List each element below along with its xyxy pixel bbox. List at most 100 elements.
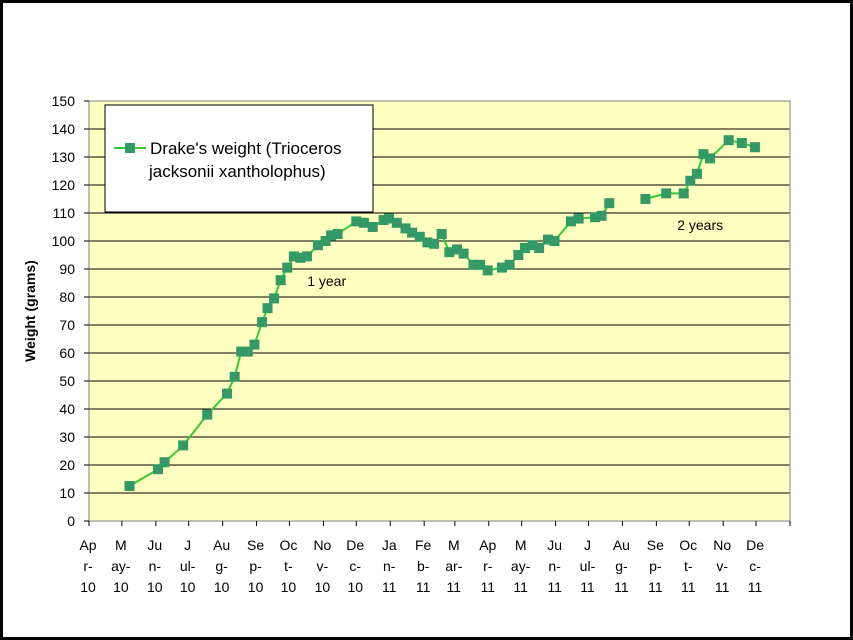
data-point-0-15 — [288, 251, 299, 262]
x-tick-label-14-1: n- — [548, 558, 561, 574]
data-point-0-45 — [534, 243, 545, 253]
data-point-0-2 — [159, 457, 170, 468]
data-point-1-6 — [705, 153, 716, 164]
data-point-0-5 — [222, 388, 233, 399]
y-tick-label-140: 140 — [52, 121, 76, 137]
data-point-0-42 — [513, 250, 524, 260]
x-tick-label-1-1: ay- — [111, 558, 131, 574]
legend-series-label: Drake's weight (Trioceros jacksonii xanth… — [148, 139, 342, 181]
x-tick-label-14-0: Ju — [547, 537, 562, 553]
data-point-1-0 — [640, 194, 651, 204]
x-tick-label-5-0: Se — [247, 537, 264, 553]
x-tick-label-20-1: c- — [749, 558, 761, 574]
data-point-0-18 — [312, 240, 323, 251]
data-point-0-49 — [573, 213, 584, 224]
x-tick-label-0-2: 10 — [80, 579, 96, 595]
data-point-0-13 — [275, 275, 286, 286]
x-tick-label-9-1: n- — [383, 558, 396, 574]
y-tick-label-60: 60 — [59, 345, 75, 361]
x-tick-label-20-0: De — [746, 537, 764, 553]
data-point-0-12 — [269, 293, 280, 304]
x-tick-label-2-2: 10 — [147, 579, 163, 595]
data-point-0-50 — [590, 212, 601, 223]
y-tick-labels: 0 10 20 30 40 50 60 70 80 90 100 110 120 130 140 150 — [52, 93, 76, 529]
y-axis-title: Weight (grams) — [22, 260, 38, 362]
x-tick-label-18-1: t- — [684, 558, 693, 574]
data-point-0-1 — [153, 464, 164, 475]
data-point-0-51 — [596, 210, 607, 221]
legend-marker-swatch — [125, 143, 135, 153]
y-tick-label-120: 120 — [52, 177, 76, 193]
data-point-0-31 — [422, 237, 433, 248]
x-tick-label-4-0: Au — [213, 537, 230, 553]
x-tick-label-0-0: Ap — [79, 537, 96, 553]
data-point-0-28 — [400, 223, 411, 234]
data-point-0-20 — [326, 230, 337, 241]
data-point-0-22 — [351, 216, 362, 227]
data-point-0-40 — [496, 262, 507, 273]
x-tick-label-2-1: n- — [149, 558, 162, 574]
series-layer — [124, 135, 760, 491]
data-point-1-1 — [661, 188, 672, 199]
data-point-1-5 — [698, 149, 709, 160]
data-point-0-27 — [391, 217, 402, 228]
x-tick-label-13-2: 11 — [513, 579, 528, 595]
x-tick-label-7-0: No — [313, 537, 331, 553]
x-tick-label-10-1: b- — [417, 558, 430, 574]
data-point-0-3 — [178, 440, 189, 451]
data-point-1-2 — [678, 188, 689, 199]
x-tick-label-13-1: ay- — [511, 558, 531, 574]
y-tick-label-70: 70 — [59, 317, 75, 333]
x-tick-label-17-0: Se — [647, 537, 664, 553]
x-tick-label-13-0: M — [515, 537, 527, 553]
data-point-0-36 — [458, 248, 469, 259]
x-tick-label-18-2: 11 — [681, 579, 696, 595]
data-point-0-0 — [124, 481, 135, 491]
y-tick-label-80: 80 — [59, 289, 75, 305]
x-tick-label-19-1: v- — [716, 558, 728, 574]
x-tick-label-6-1: t- — [284, 558, 293, 574]
data-point-0-46 — [542, 234, 553, 245]
y-tick-label-40: 40 — [59, 401, 75, 417]
x-tick-label-8-2: 10 — [347, 579, 363, 595]
axes — [84, 100, 791, 526]
data-point-0-23 — [358, 217, 369, 228]
data-point-1-7 — [723, 135, 734, 146]
x-tick-label-12-0: Ap — [479, 537, 496, 553]
data-point-1-8 — [736, 138, 747, 148]
x-tick-label-14-2: 11 — [547, 579, 562, 595]
y-tick-label-50: 50 — [59, 373, 75, 389]
annotations: 1 year 2 years — [307, 217, 723, 289]
x-tick-label-10-0: Fe — [415, 537, 432, 553]
plot-border — [88, 100, 791, 522]
data-point-0-25 — [378, 215, 389, 225]
data-point-0-34 — [444, 247, 455, 258]
data-point-0-8 — [242, 346, 253, 357]
data-point-0-39 — [482, 265, 493, 276]
x-tick-label-5-2: 10 — [248, 579, 264, 595]
data-point-0-52 — [604, 198, 615, 209]
x-tick-labels: Ap r- 10 May- 10 Ju n- 10 Jul- 10 Au g- 10 Se p- 10 Oc t-… — [79, 537, 764, 595]
data-point-0-47 — [549, 236, 560, 246]
y-tick-label-10: 10 — [59, 485, 75, 501]
series-0-line-1 — [645, 139, 756, 200]
x-tick-label-17-1: p- — [649, 558, 662, 574]
x-tick-label-9-0: Ja — [382, 537, 397, 553]
x-tick-label-16-1: g- — [615, 558, 628, 574]
data-point-0-11 — [262, 303, 273, 314]
data-point-0-30 — [414, 231, 425, 242]
data-point-0-24 — [367, 222, 378, 232]
x-tick-label-8-1: c- — [349, 558, 361, 574]
data-point-0-43 — [519, 243, 530, 253]
data-point-0-7 — [236, 346, 247, 357]
data-point-0-6 — [229, 371, 240, 382]
y-tick-label-130: 130 — [52, 149, 76, 165]
y-tick-label-90: 90 — [59, 261, 75, 277]
x-tick-label-20-2: 11 — [748, 579, 763, 595]
x-tick-label-0-1: r- — [83, 558, 93, 574]
x-tick-label-1-0: M — [115, 537, 127, 553]
data-point-0-21 — [332, 229, 343, 239]
x-tick-label-19-2: 11 — [715, 579, 730, 595]
x-tick-label-9-2: 11 — [382, 579, 397, 595]
